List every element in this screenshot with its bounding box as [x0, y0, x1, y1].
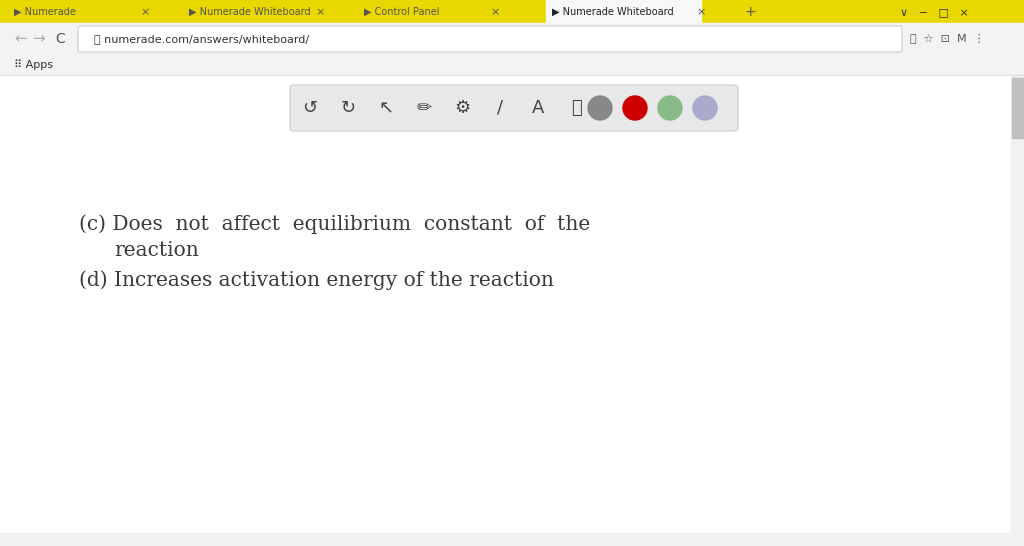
Text: ⚙: ⚙ — [454, 99, 470, 117]
Bar — [0, 533, 1024, 546]
Bar — [0, 23, 1024, 55]
Text: ∨   −   □   ×: ∨ − □ × — [900, 7, 969, 17]
Text: 🖼: 🖼 — [570, 99, 582, 117]
Bar — [1012, 78, 1023, 138]
Text: 🔍  ☆  ⊡  M  ⋮: 🔍 ☆ ⊡ M ⋮ — [910, 34, 985, 44]
Text: (d) Increases activation energy of the reaction: (d) Increases activation energy of the r… — [79, 270, 554, 290]
Text: /: / — [497, 99, 503, 117]
Text: ⠿ Apps: ⠿ Apps — [14, 60, 53, 70]
Text: ▶ Numerade Whiteboard: ▶ Numerade Whiteboard — [189, 7, 310, 17]
Bar — [1011, 76, 1024, 533]
Text: ▶ Numerade: ▶ Numerade — [14, 7, 76, 17]
Bar — [0, 0, 1024, 23]
Text: 🔒 numerade.com/answers/whiteboard/: 🔒 numerade.com/answers/whiteboard/ — [94, 34, 309, 44]
FancyBboxPatch shape — [290, 85, 738, 131]
Text: C: C — [55, 32, 65, 46]
Circle shape — [623, 96, 647, 120]
Text: A: A — [531, 99, 544, 117]
Text: (c) Does  not  affect  equilibrium  constant  of  the: (c) Does not affect equilibrium constant… — [79, 214, 590, 234]
Text: ↺: ↺ — [302, 99, 317, 117]
Bar — [0, 75, 1024, 76]
Text: ←: ← — [14, 32, 27, 46]
Text: →: → — [32, 32, 45, 46]
Text: ✏: ✏ — [417, 99, 431, 117]
Text: ×: × — [490, 7, 500, 17]
Text: ×: × — [315, 7, 325, 17]
Text: ↻: ↻ — [340, 99, 355, 117]
Text: ↖: ↖ — [379, 99, 393, 117]
Bar — [0, 55, 1024, 75]
Circle shape — [588, 96, 612, 120]
Circle shape — [693, 96, 717, 120]
Text: ×: × — [140, 7, 150, 17]
FancyBboxPatch shape — [78, 26, 902, 52]
Circle shape — [658, 96, 682, 120]
Text: ▶ Control Panel: ▶ Control Panel — [364, 7, 439, 17]
Text: ▶ Numerade Whiteboard: ▶ Numerade Whiteboard — [552, 7, 674, 17]
Bar — [546, 0, 701, 23]
Text: +: + — [745, 5, 757, 19]
Text: reaction: reaction — [114, 241, 199, 260]
Text: ×: × — [696, 7, 706, 17]
Bar — [0, 76, 1011, 533]
